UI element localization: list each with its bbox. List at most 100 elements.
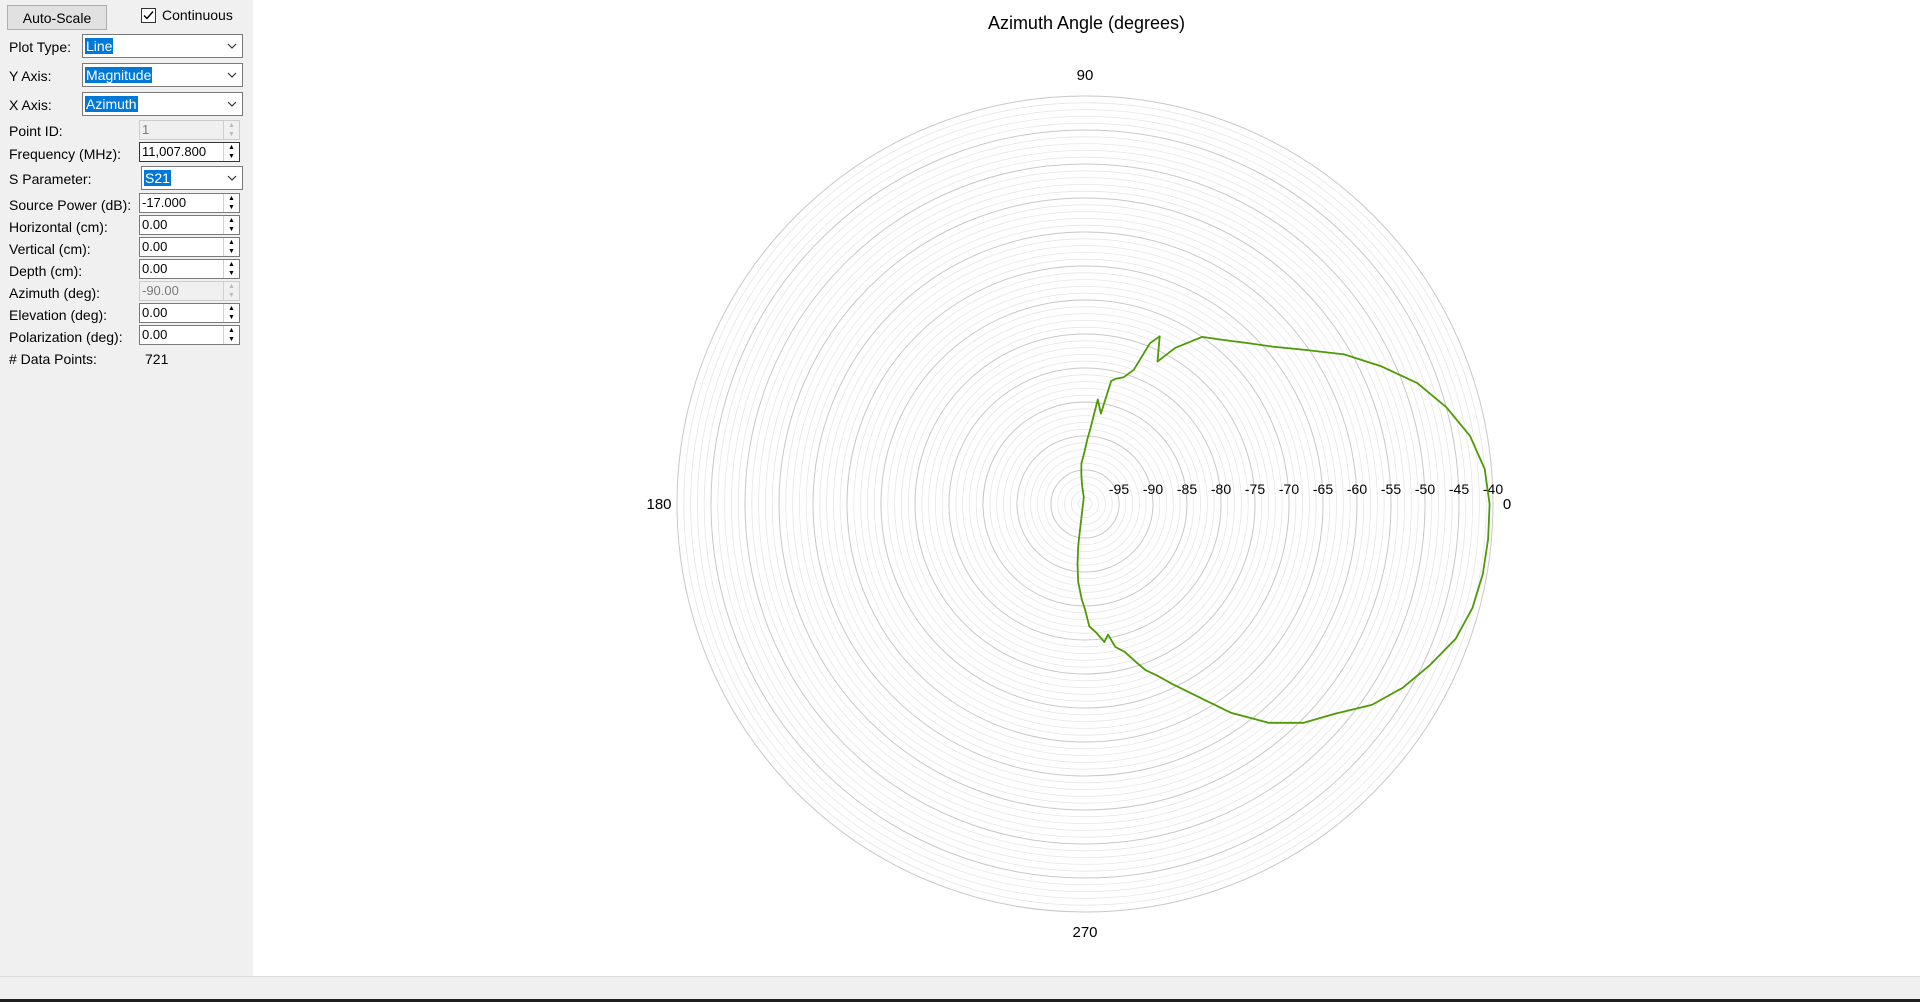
status-bar bbox=[0, 976, 1920, 1002]
grid-ring bbox=[799, 217, 1372, 791]
vertical-spinner[interactable]: 0.00 ▲ ▼ bbox=[139, 237, 240, 257]
x-axis-label: X Axis: bbox=[9, 97, 52, 113]
checkmark-icon bbox=[143, 10, 154, 20]
vertical-value[interactable]: 0.00 bbox=[142, 239, 168, 254]
grid-ring bbox=[805, 224, 1365, 784]
grid-ring bbox=[826, 245, 1344, 763]
spin-down-icon[interactable]: ▼ bbox=[228, 153, 235, 160]
auto-scale-button[interactable]: Auto-Scale bbox=[7, 5, 107, 30]
frequency-label: Frequency (MHz): bbox=[9, 146, 122, 162]
polar-chart[interactable]: -95 -90 -85 -80 -75 -70 -65 -60 -55 -50 -45 -400901… bbox=[253, 0, 1920, 976]
angle-label: 270 bbox=[1072, 924, 1097, 941]
vertical-label: Vertical (cm): bbox=[9, 241, 91, 257]
data-points-value: 721 bbox=[145, 351, 169, 367]
grid-ring bbox=[1077, 496, 1093, 512]
spin-up-icon[interactable]: ▲ bbox=[228, 217, 235, 224]
grid-ring bbox=[989, 408, 1181, 600]
grid-ring bbox=[730, 149, 1440, 859]
polarization-value[interactable]: 0.00 bbox=[142, 327, 168, 342]
grid-ring bbox=[1064, 483, 1106, 525]
grid-ring bbox=[975, 394, 1195, 614]
grid-ring bbox=[901, 319, 1270, 689]
plot-area[interactable]: Azimuth Angle (degrees) -95 -90 -85 -80 -75-… bbox=[253, 0, 1920, 976]
radial-tick-label: -70 bbox=[1279, 481, 1299, 497]
plot-type-value: Line bbox=[85, 38, 114, 54]
spin-down-icon[interactable]: ▼ bbox=[228, 204, 235, 211]
spin-up-icon[interactable]: ▲ bbox=[228, 239, 235, 246]
chevron-down-icon bbox=[227, 101, 237, 107]
grid-ring bbox=[765, 183, 1406, 825]
horizontal-spinner[interactable]: 0.00 ▲ ▼ bbox=[139, 215, 240, 235]
data-points-label: # Data Points: bbox=[9, 351, 97, 367]
plot-type-select[interactable]: Line bbox=[82, 34, 243, 58]
grid-ring bbox=[696, 115, 1474, 893]
radial-tick-label: -90 bbox=[1143, 481, 1163, 497]
grid-ring bbox=[996, 415, 1174, 593]
radial-tick-label: -75 bbox=[1245, 481, 1265, 497]
grid-ring bbox=[867, 285, 1304, 723]
grid-ring bbox=[928, 347, 1242, 661]
source-power-value[interactable]: -17.000 bbox=[142, 195, 187, 210]
spin-up-icon[interactable]: ▲ bbox=[228, 327, 235, 334]
polarization-spinner[interactable]: 0.00 ▲ ▼ bbox=[139, 325, 240, 345]
grid-ring bbox=[894, 313, 1276, 695]
radial-tick-label: -65 bbox=[1313, 481, 1333, 497]
spin-down-icon: ▼ bbox=[228, 131, 235, 138]
elevation-value[interactable]: 0.00 bbox=[142, 305, 168, 320]
grid-ring bbox=[833, 251, 1338, 757]
grid-ring bbox=[1037, 455, 1134, 552]
grid-ring bbox=[921, 340, 1249, 668]
source-power-spinner[interactable]: -17.000 ▲ ▼ bbox=[139, 193, 240, 213]
frequency-spinner[interactable]: 11,007.800 ▲ ▼ bbox=[139, 142, 240, 162]
spin-down-icon[interactable]: ▼ bbox=[228, 226, 235, 233]
grid-ring bbox=[1043, 462, 1127, 546]
elevation-label: Elevation (deg): bbox=[9, 307, 108, 323]
continuous-checkbox[interactable] bbox=[141, 7, 156, 23]
grid-ring bbox=[935, 353, 1236, 655]
grid-ring bbox=[1071, 489, 1100, 518]
spin-down-icon[interactable]: ▼ bbox=[228, 248, 235, 255]
grid-ring bbox=[839, 258, 1331, 750]
radial-tick-label: -60 bbox=[1347, 481, 1367, 497]
grid-ring bbox=[683, 102, 1487, 906]
depth-spinner[interactable]: 0.00 ▲ ▼ bbox=[139, 259, 240, 279]
radial-tick-label: -95 bbox=[1109, 481, 1129, 497]
grid-ring bbox=[812, 231, 1358, 777]
spin-up-icon: ▲ bbox=[228, 122, 235, 129]
grid-ring bbox=[758, 177, 1412, 831]
azimuth-value: -90.00 bbox=[142, 283, 179, 298]
grid-ring bbox=[690, 109, 1480, 899]
continuous-checkbox-group[interactable]: Continuous bbox=[141, 7, 233, 23]
radial-tick-label: -80 bbox=[1211, 481, 1231, 497]
grid-ring bbox=[873, 292, 1297, 716]
spin-down-icon[interactable]: ▼ bbox=[228, 314, 235, 321]
x-axis-select[interactable]: Azimuth bbox=[82, 92, 243, 116]
grid-ring bbox=[982, 401, 1188, 607]
point-id-spinner: 1 ▲ ▼ bbox=[139, 120, 240, 140]
continuous-label: Continuous bbox=[162, 7, 233, 23]
x-axis-value: Azimuth bbox=[85, 96, 138, 112]
elevation-spinner[interactable]: 0.00 ▲ ▼ bbox=[139, 303, 240, 323]
point-id-value: 1 bbox=[142, 122, 150, 137]
spin-down-icon[interactable]: ▼ bbox=[228, 270, 235, 277]
y-axis-select[interactable]: Magnitude bbox=[82, 63, 243, 87]
spin-down-icon[interactable]: ▼ bbox=[228, 336, 235, 343]
spin-up-icon[interactable]: ▲ bbox=[228, 261, 235, 268]
grid-ring bbox=[710, 129, 1460, 879]
angle-label: 180 bbox=[646, 496, 671, 513]
spin-up-icon[interactable]: ▲ bbox=[228, 195, 235, 202]
chevron-down-icon bbox=[227, 43, 237, 49]
grid-ring bbox=[1003, 421, 1168, 586]
spin-up-icon[interactable]: ▲ bbox=[228, 144, 235, 151]
depth-value[interactable]: 0.00 bbox=[142, 261, 168, 276]
radial-tick-label: -50 bbox=[1415, 481, 1435, 497]
frequency-value[interactable]: 11,007.800 bbox=[142, 144, 207, 159]
horizontal-value[interactable]: 0.00 bbox=[142, 217, 168, 232]
s-parameter-select[interactable]: S21 bbox=[141, 166, 243, 190]
chevron-down-icon bbox=[227, 175, 237, 181]
y-axis-label: Y Axis: bbox=[9, 68, 52, 84]
grid-ring bbox=[962, 381, 1208, 627]
azimuth-label: Azimuth (deg): bbox=[9, 285, 101, 301]
spin-up-icon[interactable]: ▲ bbox=[228, 305, 235, 312]
grid-ring bbox=[887, 306, 1283, 702]
